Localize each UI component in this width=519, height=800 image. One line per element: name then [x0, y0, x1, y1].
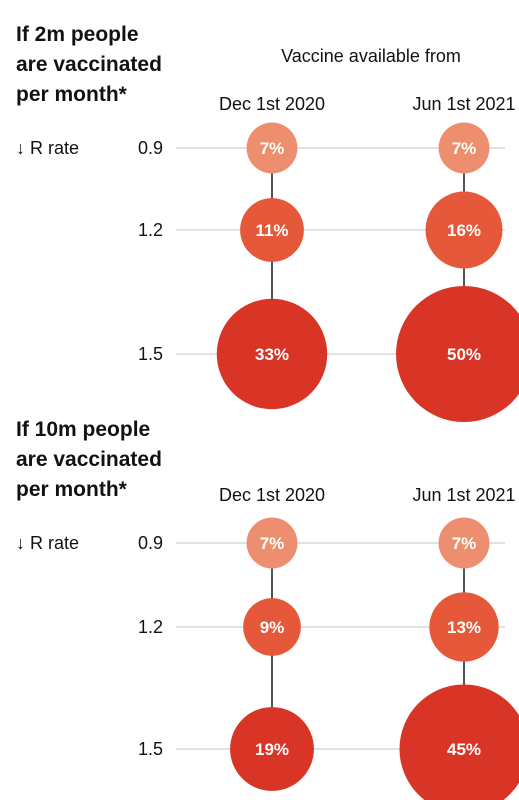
- bubble-value-label: 7%: [260, 139, 285, 158]
- bubble: [438, 122, 490, 174]
- bubble: [216, 298, 328, 410]
- bubble-value-label: 33%: [255, 345, 289, 364]
- bubble-value-label: 13%: [447, 618, 481, 637]
- row-tick-label: 1.2: [138, 220, 163, 240]
- bubble-value-label: 19%: [255, 740, 289, 759]
- bubble: [429, 592, 499, 662]
- bubble-value-label: 50%: [447, 345, 481, 364]
- bubble-value-label: 7%: [452, 139, 477, 158]
- bubble-value-label: 7%: [260, 534, 285, 553]
- column-label: Jun 1st 2021: [412, 94, 515, 114]
- bubble: [399, 684, 519, 800]
- bubble: [396, 286, 519, 422]
- bubble: [438, 517, 490, 569]
- chart-title-line: per month*: [16, 478, 128, 501]
- bubble: [240, 198, 304, 262]
- bubble-value-label: 16%: [447, 221, 481, 240]
- column-label: Dec 1st 2020: [219, 94, 325, 114]
- chart-title-line: per month*: [16, 83, 128, 106]
- chart-panel-2: If 10m people are vaccinated per month* Dec…: [16, 418, 519, 800]
- row-axis-label: ↓ R rate: [16, 138, 79, 158]
- bubble: [230, 707, 314, 791]
- column-header: Vaccine available from: [281, 46, 461, 66]
- chart-title-line: If 2m people: [16, 23, 139, 46]
- bubble: [246, 122, 298, 174]
- bubble-value-label: 7%: [452, 534, 477, 553]
- chart-title-line: are vaccinated: [16, 448, 162, 471]
- bubble: [425, 191, 503, 269]
- column-label: Dec 1st 2020: [219, 485, 325, 505]
- row-axis-label: ↓ R rate: [16, 533, 79, 553]
- bubble-value-label: 45%: [447, 740, 481, 759]
- chart-title-line: If 10m people: [16, 418, 150, 441]
- row-tick-label: 1.2: [138, 617, 163, 637]
- chart-title-line: are vaccinated: [16, 53, 162, 76]
- bubble-value-label: 11%: [255, 221, 288, 240]
- row-tick-label: 1.5: [138, 739, 163, 759]
- bubble-value-label: 9%: [260, 618, 285, 637]
- row-tick-label: 0.9: [138, 533, 163, 553]
- bubble: [246, 517, 298, 569]
- bubble: [243, 598, 301, 656]
- column-label: Jun 1st 2021: [412, 485, 515, 505]
- row-tick-label: 1.5: [138, 344, 163, 364]
- chart-panel-1: If 2m people are vaccinated per month* Vacc…: [16, 23, 519, 422]
- row-tick-label: 0.9: [138, 138, 163, 158]
